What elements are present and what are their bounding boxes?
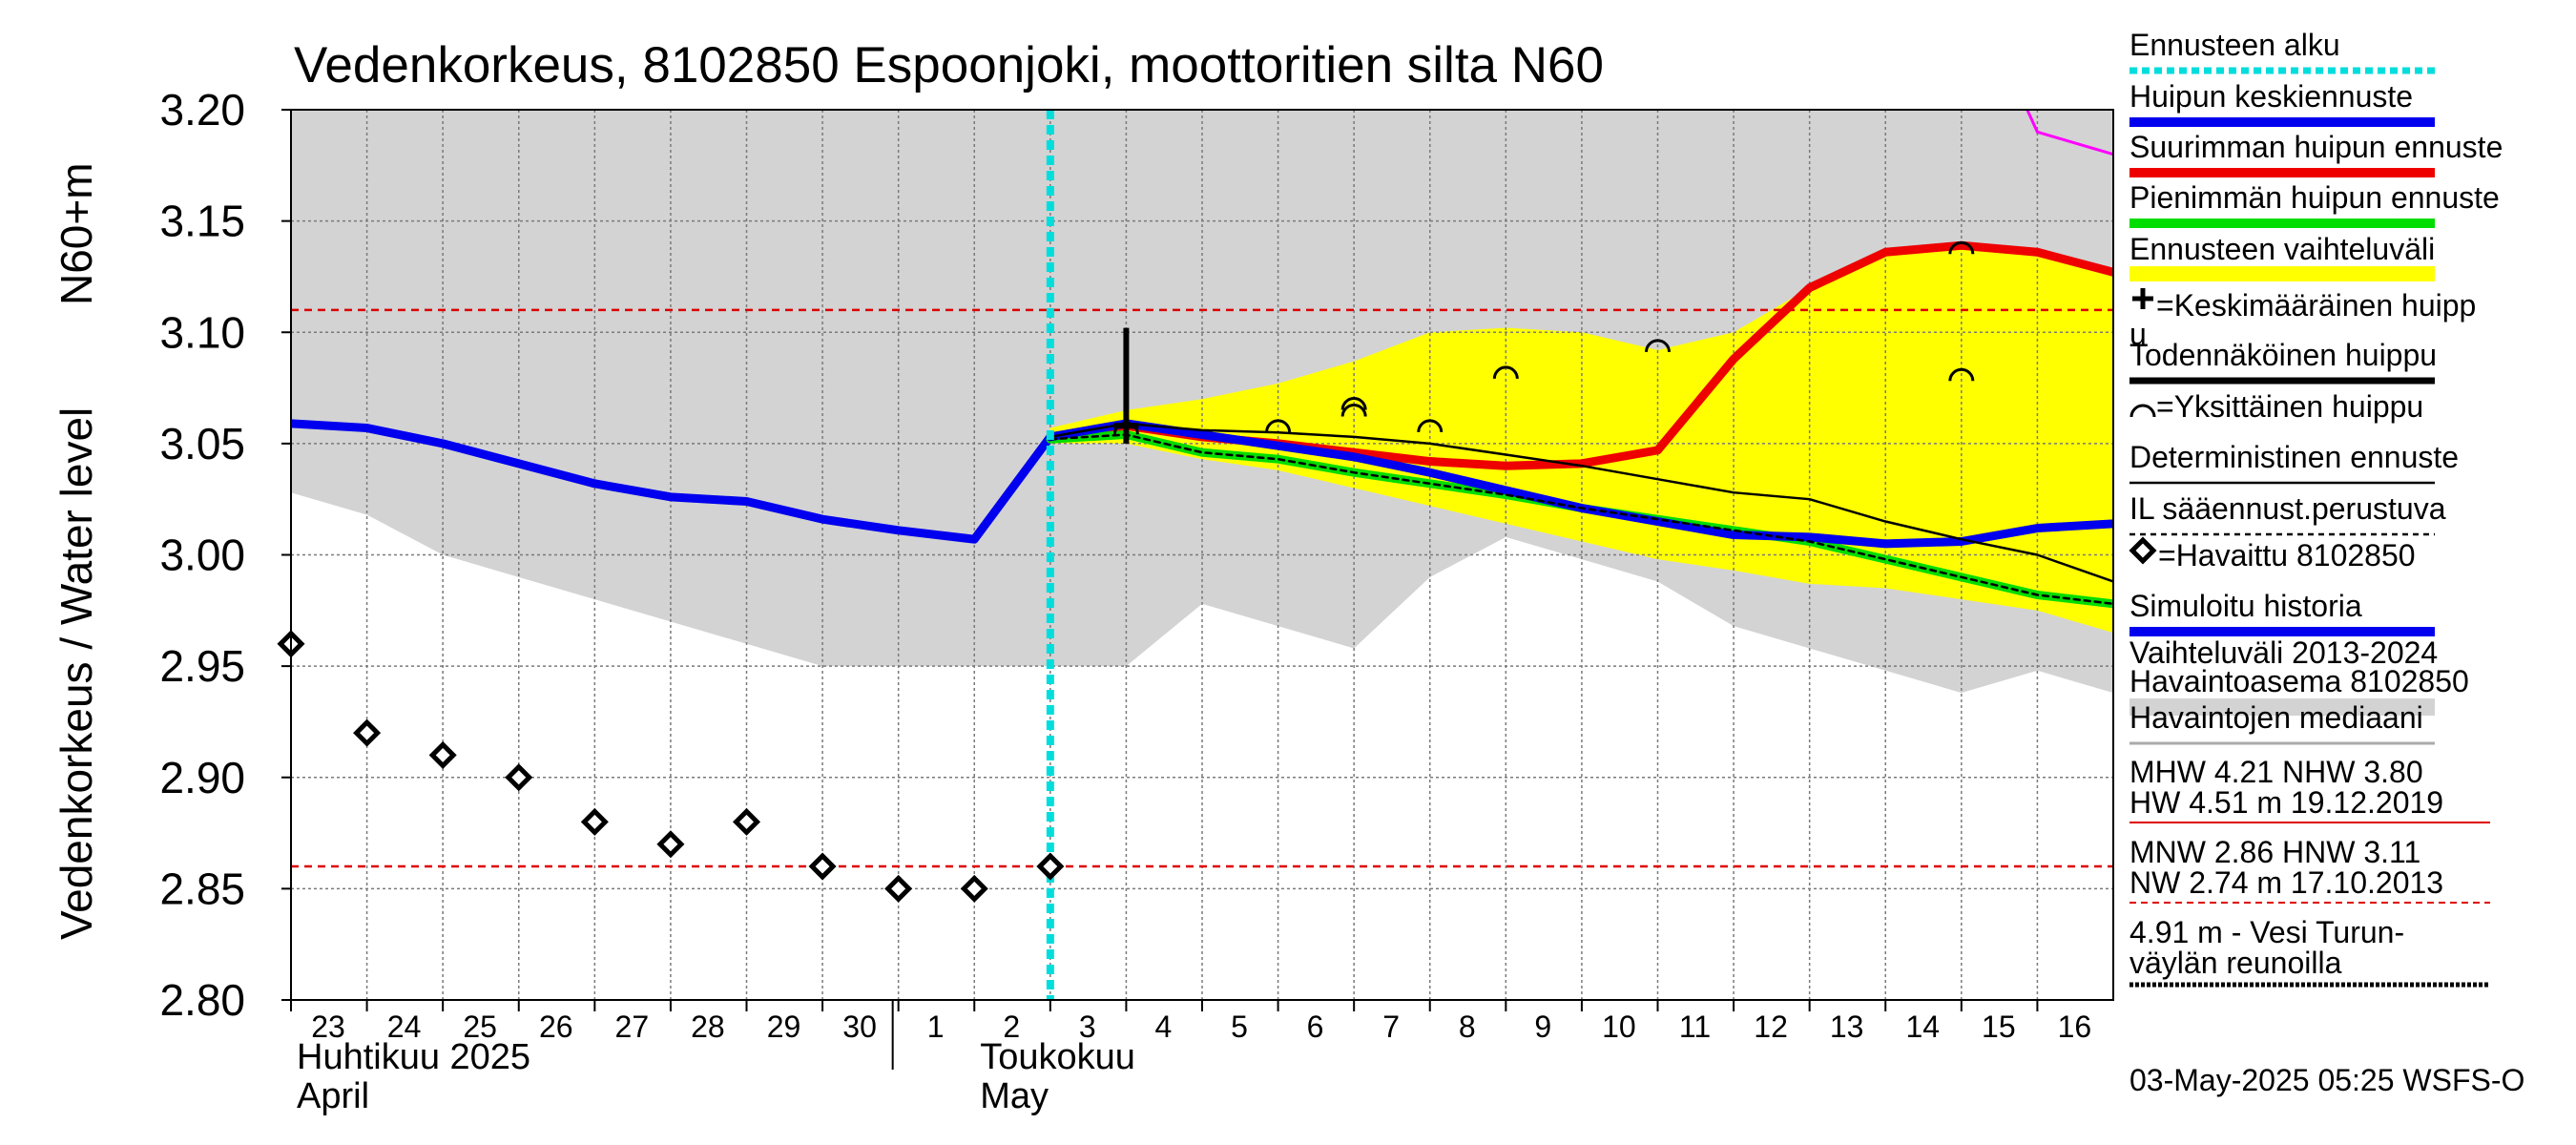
observed-point [353,718,382,747]
legend-label: Simuloitu historia [2129,589,2362,623]
x-tick-label: 2 [1003,1010,1020,1044]
observed-point [732,807,761,836]
single-peak-marker [1112,421,1139,435]
month-label-en: April [297,1076,369,1116]
legend-label: Todennäköinen huippu [2129,338,2437,372]
y-tick-label: 3.10 [159,307,245,357]
month-label-fi: Toukokuu [980,1037,1135,1077]
x-tick-label: 4 [1155,1010,1173,1044]
legend-label: =Yksittäinen huippu [2156,389,2423,424]
series-line-0 [291,419,1055,544]
x-tick-label: 24 [387,1010,422,1044]
series-line-4 [1049,433,2113,606]
x-tick-label: 16 [2058,1010,2092,1044]
x-tick-label: 8 [1459,1010,1476,1044]
x-tick-label: 23 [311,1010,345,1044]
legend-plus-marker [2132,288,2153,309]
chart-title: Vedenkorkeus, 8102850 Espoonjoki, mootto… [294,37,1604,94]
x-tick-label: 13 [1830,1010,1864,1044]
x-tick-label: 11 [1679,1010,1711,1044]
observed-point [808,852,837,881]
single-peak-marker [1417,419,1444,433]
legend-label: Ennusteen alku [2129,28,2340,62]
statistics-panel: MHW 4.21 NHW 3.80 HW 4.51 m 19.12.2019 M… [2129,755,2490,988]
stat-vesi-2: väylän reunoilla [2129,946,2342,980]
x-tick-label: 7 [1382,1010,1400,1044]
x-tick-label: 29 [767,1010,801,1044]
y-tick-label: 2.80 [159,975,245,1025]
x-tick-label: 14 [1905,1010,1940,1044]
x-tick-label: 27 [615,1010,650,1044]
y-tick-label: 2.90 [159,753,245,802]
stat-mnw: MNW 2.86 HNW 3.11 [2129,835,2420,869]
y-tick-label: 3.20 [159,85,245,135]
observed-point [505,763,533,792]
legend-swatch [2129,698,2435,716]
legend-label: Suurimman huipun ennuste [2129,130,2503,164]
x-tick-label: 26 [539,1010,573,1044]
legend-swatch [2129,266,2435,281]
x-tick-label: 6 [1307,1010,1324,1044]
legend-label: =Havaittu 8102850 [2158,538,2416,572]
x-tick-label: 25 [463,1010,497,1044]
y-tick-label: 2.95 [159,641,245,691]
x-tick-label: 1 [927,1010,945,1044]
y-axis-unit-label: N60+m [52,162,101,305]
y-tick-label: 3.15 [159,197,245,246]
plot-area [291,110,2113,1000]
legend-label: Havaintojen mediaani [2129,700,2423,735]
y-tick-label: 2.85 [159,864,245,913]
y-axis-label: Vedenkorkeus / Water level [52,407,101,940]
x-tick-label: 28 [691,1010,725,1044]
legend-label: IL sääennust.perustuva [2129,491,2446,526]
stat-vesi-1: 4.91 m - Vesi Turun- [2129,915,2404,949]
x-tick-label: 15 [1982,1010,2016,1044]
stat-hw: HW 4.51 m 19.12.2019 [2129,785,2443,820]
observed-point [656,830,685,859]
legend-label: Vaihteluväli 2013-2024 [2129,635,2438,670]
legend-diamond-marker [2129,536,2157,565]
single-peak-marker [1948,367,1975,382]
series-line-6 [2025,110,2113,156]
single-peak-marker [1492,365,1519,380]
legend-label: Deterministinen ennuste [2129,440,2459,474]
month-label-en: May [980,1076,1049,1116]
observed-point [1036,852,1065,881]
legend-label-cont: Havaintoasema 8102850 [2129,664,2469,698]
single-peak-marker [1948,240,1975,255]
stat-nw: NW 2.74 m 17.10.2013 [2129,865,2443,900]
legend-label: Ennusteen vaihteluväli [2129,232,2435,266]
legend-arc-marker [2129,404,2156,418]
x-tick-label: 10 [1602,1010,1636,1044]
single-peak-marker [1340,397,1367,410]
y-tick-label: 3.05 [159,419,245,468]
stat-mhw: MHW 4.21 NHW 3.80 [2129,755,2423,789]
x-tick-label: 12 [1754,1010,1788,1044]
timestamp: 03-May-2025 05:25 WSFS-O [2129,1063,2524,1097]
month-label-fi: Huhtikuu 2025 [297,1037,530,1077]
observed-point [960,874,988,903]
legend-label: Huipun keskiennuste [2129,79,2413,114]
observed-point [884,874,913,903]
observed-point [428,740,457,769]
legend-label-cont: u [2129,317,2147,351]
single-peak-marker [1340,404,1367,417]
legend: Ennusteen alku Huipun keskiennuste Suurimm… [2129,28,2503,745]
legend-label: Pienimmän huipun ennuste [2129,180,2500,215]
x-tick-label: 30 [842,1010,877,1044]
legend-label: =Keskimääräinen huipp [2156,288,2476,323]
x-tick-label: 5 [1231,1010,1248,1044]
x-tick-label: 9 [1534,1010,1551,1044]
single-peak-marker [1645,339,1671,353]
single-peak-marker [1265,419,1292,433]
observed-point [580,807,609,836]
x-tick-label: 3 [1079,1010,1096,1044]
series-line-5 [1049,422,2113,583]
y-tick-label: 3.00 [159,531,245,580]
